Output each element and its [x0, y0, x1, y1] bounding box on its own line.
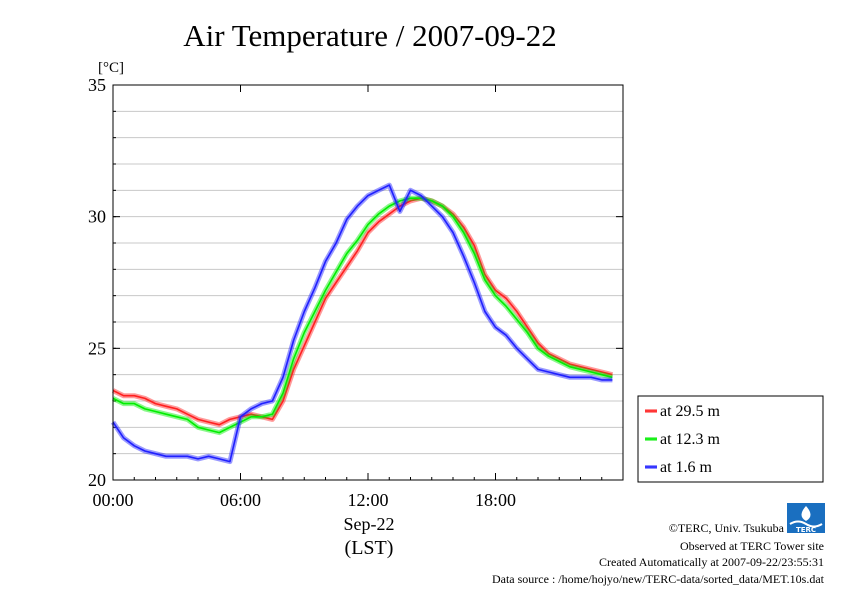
grid-lines [113, 110, 623, 455]
legend-label-1: at 12.3 m [660, 431, 721, 448]
footer-observed: Observed at TERC Tower site [680, 539, 824, 553]
y-tick-label: 25 [88, 338, 106, 358]
chart-title: Air Temperature / 2007-09-22 [183, 18, 556, 53]
x-tick-label: 06:00 [220, 490, 261, 510]
legend-label-0: at 29.5 m [660, 403, 721, 420]
x-axis-unit: (LST) [345, 537, 394, 559]
series-line-2 [112, 184, 613, 463]
legend: at 29.5 m at 12.3 m at 1.6 m [637, 395, 824, 483]
logo-text: TERC [796, 526, 816, 534]
y-tick-label: 35 [88, 75, 106, 95]
series-lines [110, 182, 614, 465]
y-axis-ticks: 20 25 30 35 [88, 75, 623, 490]
x-tick-label: 12:00 [347, 490, 388, 510]
series-line-0 [112, 197, 613, 426]
plot-frame [112, 84, 624, 481]
x-tick-label: 18:00 [475, 490, 516, 510]
footer-source: Data source : /home/hojyo/new/TERC-data/… [492, 572, 825, 586]
series-line-1 [112, 197, 613, 434]
y-axis-unit: [°C] [98, 60, 124, 76]
x-axis-ticks: 00:00 06:00 12:00 18:00 [92, 85, 624, 510]
x-axis-date: Sep-22 [344, 514, 395, 534]
y-tick-label: 30 [88, 207, 106, 227]
legend-box [637, 395, 824, 483]
legend-label-2: at 1.6 m [660, 459, 713, 476]
x-tick-label: 00:00 [92, 490, 133, 510]
plot-area [113, 85, 623, 480]
footer-copyright: ©TERC, Univ. Tsukuba [669, 521, 785, 535]
y-tick-label: 20 [88, 470, 106, 490]
terc-logo: TERC [787, 503, 825, 534]
footer-created: Created Automatically at 2007-09-22/23:5… [599, 555, 824, 569]
